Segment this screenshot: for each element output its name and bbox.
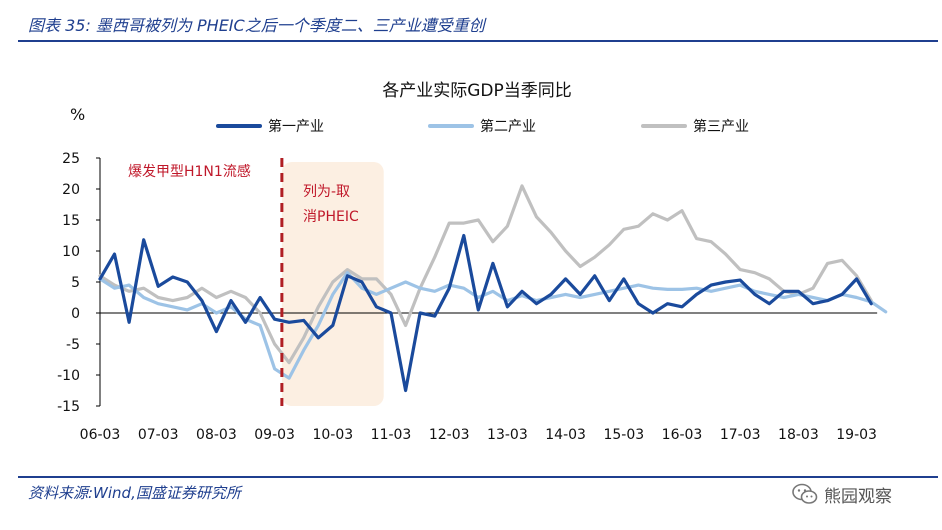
legend-label-1: 第一产业 <box>268 118 324 135</box>
x-tick-label: 15-03 <box>603 427 644 443</box>
series-layer <box>98 184 888 393</box>
x-tick-label: 17-03 <box>720 427 761 443</box>
x-tick-label: 18-03 <box>778 427 819 443</box>
y-axis-unit: % <box>70 105 85 124</box>
x-tick-label: 08-03 <box>196 427 237 443</box>
series-line-2 <box>98 271 888 380</box>
wechat-icon <box>792 483 818 504</box>
x-tick-label: 10-03 <box>312 427 353 443</box>
event-label: 爆发甲型H1N1流感 <box>128 163 251 180</box>
y-tick-label: 20 <box>62 182 80 198</box>
chart-legend: 第一产业 第二产业 第三产业 <box>216 118 749 135</box>
x-tick-label: 11-03 <box>371 427 412 443</box>
shaded-label-line1: 列为-取 <box>303 184 350 200</box>
bottom-rule <box>18 476 938 478</box>
legend-label-2: 第二产业 <box>480 118 536 135</box>
y-tick-label: 25 <box>62 151 80 167</box>
x-tick-label: 06-03 <box>80 427 121 443</box>
y-tick-label: 0 <box>71 306 80 322</box>
series-line-1 <box>98 233 873 393</box>
y-tick-label: -5 <box>66 337 80 353</box>
y-tick-label: 10 <box>62 244 80 260</box>
y-tick-label: -10 <box>57 368 80 384</box>
y-tick-label: -15 <box>57 399 80 415</box>
x-tick-label: 16-03 <box>662 427 703 443</box>
top-rule <box>18 40 938 42</box>
x-tick-label: 07-03 <box>138 427 179 443</box>
x-tick-label: 14-03 <box>545 427 586 443</box>
x-tick-label: 19-03 <box>836 427 877 443</box>
series-line-3 <box>98 184 873 365</box>
watermark: 熊园观察 <box>792 480 892 508</box>
source-note: 资料来源:Wind,国盛证券研究所 <box>28 484 241 502</box>
shaded-label-line2: 消PHEIC <box>303 209 359 225</box>
y-tick-label: 15 <box>62 213 80 229</box>
x-tick-label: 13-03 <box>487 427 528 443</box>
y-tick-label: 5 <box>71 275 80 291</box>
chart-title: 各产业实际GDP当季同比 <box>382 81 572 101</box>
figure-title: 图表 35: 墨西哥被列为 PHEIC之后一个季度二、三产业遭受重创 <box>28 16 485 35</box>
watermark-text: 熊园观察 <box>824 486 892 507</box>
x-tick-label: 12-03 <box>429 427 470 443</box>
legend-label-3: 第三产业 <box>693 118 749 135</box>
x-tick-label: 09-03 <box>254 427 295 443</box>
